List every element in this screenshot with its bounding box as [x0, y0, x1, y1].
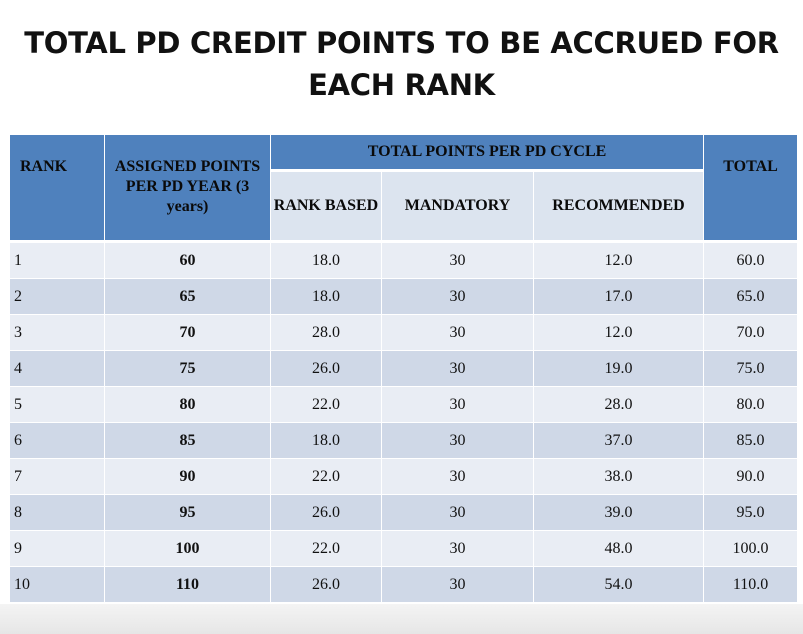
cell-rank: 10	[9, 566, 105, 603]
cell-rank-based: 26.0	[270, 494, 382, 531]
cell-recommended: 38.0	[532, 458, 705, 495]
header-rank: RANK	[9, 134, 105, 242]
table-row: 10 110 26.0 30 54.0 110.0	[9, 566, 799, 603]
cell-total: 60.0	[703, 240, 799, 279]
cell-total: 90.0	[703, 458, 799, 495]
cell-assigned-points: 75	[104, 350, 271, 387]
cell-mandatory: 30	[381, 240, 534, 279]
table-row: 8 95 26.0 30 39.0 95.0	[9, 494, 799, 531]
cell-total: 75.0	[703, 350, 799, 387]
title-line-1: TOTAL PD CREDIT POINTS TO BE ACCRUED FOR	[24, 26, 779, 60]
cell-rank: 1	[9, 240, 105, 279]
header-assigned-points: ASSIGNED POINTS PER PD YEAR (3 years)	[104, 134, 271, 242]
cell-rank: 4	[9, 350, 105, 387]
cell-recommended: 12.0	[532, 240, 705, 279]
cell-rank: 3	[9, 314, 105, 351]
header-mandatory: MANDATORY	[381, 169, 534, 242]
cell-rank-based: 28.0	[270, 314, 382, 351]
cell-recommended: 19.0	[532, 350, 705, 387]
header-total-points-per-cycle: TOTAL POINTS PER PD CYCLE	[269, 134, 705, 171]
cell-rank-based: 18.0	[270, 240, 382, 279]
table-row: 9 100 22.0 30 48.0 100.0	[9, 530, 799, 567]
cell-mandatory: 30	[381, 314, 534, 351]
cell-rank-based: 26.0	[270, 566, 382, 603]
cell-mandatory: 30	[381, 458, 534, 495]
table-row: 4 75 26.0 30 19.0 75.0	[9, 350, 799, 387]
cell-rank: 8	[9, 494, 105, 531]
cell-total: 95.0	[703, 494, 799, 531]
table-header: RANK ASSIGNED POINTS PER PD YEAR (3 year…	[9, 134, 799, 242]
cell-recommended: 54.0	[532, 566, 705, 603]
cell-total: 80.0	[703, 386, 799, 423]
cell-mandatory: 30	[381, 386, 534, 423]
header-recommended: RECOMMENDED	[532, 169, 705, 242]
table-row: 3 70 28.0 30 12.0 70.0	[9, 314, 799, 351]
cell-total: 85.0	[703, 422, 799, 459]
table-row: 6 85 18.0 30 37.0 85.0	[9, 422, 799, 459]
cell-rank-based: 22.0	[270, 386, 382, 423]
cell-recommended: 17.0	[532, 278, 705, 315]
cell-recommended: 48.0	[532, 530, 705, 567]
cell-assigned-points: 60	[104, 240, 271, 279]
page-title: TOTAL PD CREDIT POINTS TO BE ACCRUED FOR…	[0, 22, 803, 106]
cell-mandatory: 30	[381, 278, 534, 315]
cell-mandatory: 30	[381, 530, 534, 567]
cell-recommended: 37.0	[532, 422, 705, 459]
cell-rank-based: 22.0	[270, 458, 382, 495]
title-line-2: EACH RANK	[308, 68, 495, 102]
cell-assigned-points: 110	[104, 566, 271, 603]
cell-assigned-points: 70	[104, 314, 271, 351]
cell-mandatory: 30	[381, 494, 534, 531]
cell-rank: 2	[9, 278, 105, 315]
pd-points-table: RANK ASSIGNED POINTS PER PD YEAR (3 year…	[9, 134, 799, 603]
cell-total: 70.0	[703, 314, 799, 351]
bottom-strip	[0, 604, 803, 634]
header-total: TOTAL	[703, 134, 799, 242]
cell-mandatory: 30	[381, 350, 534, 387]
table-row: 7 90 22.0 30 38.0 90.0	[9, 458, 799, 495]
cell-rank-based: 18.0	[270, 422, 382, 459]
cell-rank: 6	[9, 422, 105, 459]
table-row: 2 65 18.0 30 17.0 65.0	[9, 278, 799, 315]
header-rank-based: RANK BASED	[270, 169, 382, 242]
cell-total: 100.0	[703, 530, 799, 567]
cell-assigned-points: 80	[104, 386, 271, 423]
cell-assigned-points: 65	[104, 278, 271, 315]
cell-assigned-points: 85	[104, 422, 271, 459]
cell-total: 65.0	[703, 278, 799, 315]
cell-rank: 9	[9, 530, 105, 567]
cell-recommended: 39.0	[532, 494, 705, 531]
cell-assigned-points: 95	[104, 494, 271, 531]
cell-recommended: 28.0	[532, 386, 705, 423]
cell-rank: 7	[9, 458, 105, 495]
cell-assigned-points: 100	[104, 530, 271, 567]
cell-rank: 5	[9, 386, 105, 423]
table-body: 1 60 18.0 30 12.0 60.0 2 65 18.0 30 17.0 65.0 3 70 28.…	[9, 240, 799, 603]
cell-recommended: 12.0	[532, 314, 705, 351]
cell-mandatory: 30	[381, 566, 534, 603]
table-row: 5 80 22.0 30 28.0 80.0	[9, 386, 799, 423]
table-row: 1 60 18.0 30 12.0 60.0	[9, 240, 799, 279]
cell-rank-based: 22.0	[270, 530, 382, 567]
cell-assigned-points: 90	[104, 458, 271, 495]
cell-total: 110.0	[703, 566, 799, 603]
cell-rank-based: 26.0	[270, 350, 382, 387]
cell-rank-based: 18.0	[270, 278, 382, 315]
cell-mandatory: 30	[381, 422, 534, 459]
